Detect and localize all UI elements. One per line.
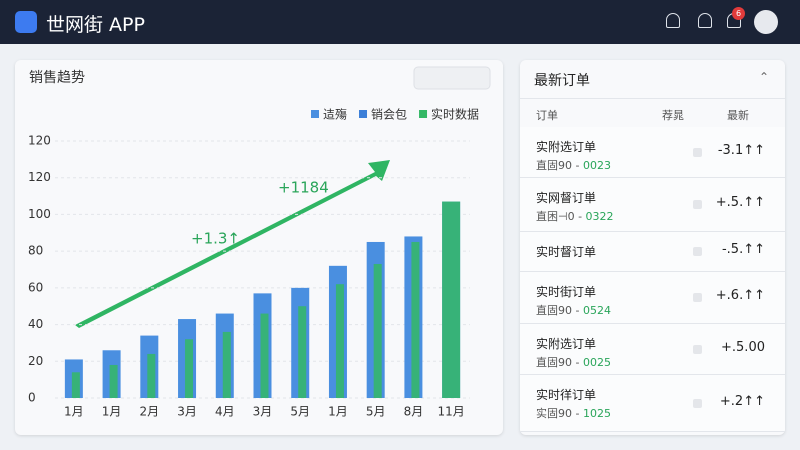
x-tick-label: 11月 (437, 405, 464, 419)
order-row[interactable]: 实附选订单直固90 - 0025 +.5.00 (520, 324, 785, 375)
order-value: +.6.↑↑ (715, 288, 765, 303)
order-row[interactable]: 实附选订单直固90 - 0023 -3.1↑↑ (520, 127, 785, 178)
legend-label: 销会包 (371, 108, 407, 122)
bar (442, 201, 461, 398)
orders-panel: 最新订单 ⌃ 订单 荐晁 最新 实附选订单 直固90 - 0023 -3.1↑↑ 实网… (520, 60, 785, 435)
checkbox[interactable] (693, 147, 702, 157)
chart: 销售趋势 0 20 40 60 80 100 120 120 迼殤 销会包 实时数据 1月 1月 2月 3月… (28, 66, 491, 419)
order-code: 实固90 - 1025 (536, 407, 611, 420)
bell-icon[interactable] (666, 13, 680, 28)
order-value: +.5.↑↑ (715, 195, 765, 210)
x-tick-label: 8月 (404, 405, 424, 419)
bar (373, 263, 382, 398)
order-name: 实附选订单 (536, 337, 597, 351)
y-tick-label: 120 (28, 170, 51, 184)
y-tick-label: 80 (28, 244, 43, 258)
order-row[interactable]: 实时街订单直固90 - 0524 +.6.↑↑ (520, 272, 785, 324)
checkbox[interactable] (693, 293, 702, 302)
order-value: -3.1↑↑ (717, 142, 765, 158)
order-number: 1025 (582, 407, 611, 420)
legend-swatch (419, 110, 428, 118)
order-value: -.5.↑↑ (721, 242, 765, 257)
bar (147, 353, 156, 398)
orders-title: 最新订单 (534, 73, 590, 89)
x-tick-label: 1月 (102, 405, 122, 419)
order-name: 实附选订单 (536, 140, 597, 154)
y-tick-label: 120 (28, 134, 51, 148)
badge: 6 (732, 7, 745, 20)
annotation: +1184 (278, 179, 329, 197)
column-header: 荐晁 (662, 109, 684, 122)
x-tick-label: 5月 (366, 405, 386, 419)
checkbox[interactable] (693, 344, 702, 354)
order-row[interactable]: 实时徉订单实固90 - 1025 +.2↑↑ (520, 375, 785, 432)
trend-arrow (75, 160, 390, 328)
order-number: 0025 (582, 356, 611, 369)
annotation: +1.3↑ (191, 230, 240, 248)
sales-panel: 销售趋势 0 20 40 60 80 100 120 120 迼殤 销会包 实时数据 1月 1月 2月 3月… (15, 60, 503, 435)
order-value: +.5.00 (721, 339, 765, 355)
x-tick-label: 1月 (328, 405, 348, 419)
x-tick-label: 5月 (290, 405, 310, 419)
order-number: 0023 (582, 159, 611, 172)
bell-icon[interactable] (698, 13, 712, 28)
order-code: 直困⊣0 - 0322 (536, 210, 614, 223)
order-row[interactable]: 实网督订単直困⊣0 - 0322 +.5.↑↑ (520, 178, 785, 232)
order-row[interactable]: 实时督订单 -.5.↑↑ (520, 232, 785, 272)
bar (335, 284, 344, 398)
bar (260, 313, 269, 398)
legend-label: 迼殤 (323, 107, 347, 122)
logo[interactable] (15, 11, 37, 33)
bar (185, 339, 194, 398)
x-tick-label: 3月 (177, 405, 197, 419)
bar (222, 331, 231, 398)
x-tick-label: 1月 (64, 405, 84, 419)
bar (109, 364, 118, 398)
order-code: 直固90 - 0025 (536, 356, 611, 369)
x-tick-label: 2月 (139, 405, 159, 419)
order-code: 直固90 - 0524 (536, 304, 611, 317)
checkbox[interactable] (693, 398, 702, 408)
y-tick-label: 0 (28, 391, 36, 405)
order-name: 实网督订単 (536, 191, 597, 205)
order-name: 实时街订单 (536, 285, 597, 299)
bar (298, 306, 307, 398)
x-tick-label: 3月 (253, 405, 273, 419)
y-tick-label: 40 (28, 317, 43, 331)
order-value: +.2↑↑ (719, 393, 765, 409)
chart-title: 销售趋势 (29, 70, 85, 86)
bar (71, 372, 80, 398)
order-code: 直固90 - 0023 (536, 159, 611, 172)
orders-header: 订单 荐晁 最新 (520, 98, 785, 128)
order-name: 实时督订单 (536, 245, 597, 259)
toolbar[interactable] (413, 66, 491, 90)
app-name: 世网街 APP (46, 14, 145, 36)
y-tick-label: 100 (28, 207, 51, 221)
x-tick-label: 4月 (215, 405, 235, 419)
bar (411, 241, 420, 398)
y-tick-label: 20 (28, 354, 43, 368)
legend-swatch (359, 110, 368, 118)
y-tick-label: 60 (28, 280, 43, 294)
collapse-icon[interactable]: ⌃ (758, 70, 769, 84)
legend-label: 实时数据 (431, 107, 479, 122)
checkbox[interactable] (693, 247, 702, 256)
column-header: 订单 (536, 109, 558, 122)
header: 世网街 APP 6 (0, 0, 800, 44)
column-header: 最新 (727, 109, 749, 122)
checkbox[interactable] (693, 200, 702, 209)
order-name: 实时徉订单 (536, 388, 597, 402)
legend-swatch (311, 110, 319, 118)
order-number: 0322 (585, 210, 614, 223)
order-number: 0524 (582, 304, 611, 317)
avatar[interactable] (754, 10, 778, 34)
